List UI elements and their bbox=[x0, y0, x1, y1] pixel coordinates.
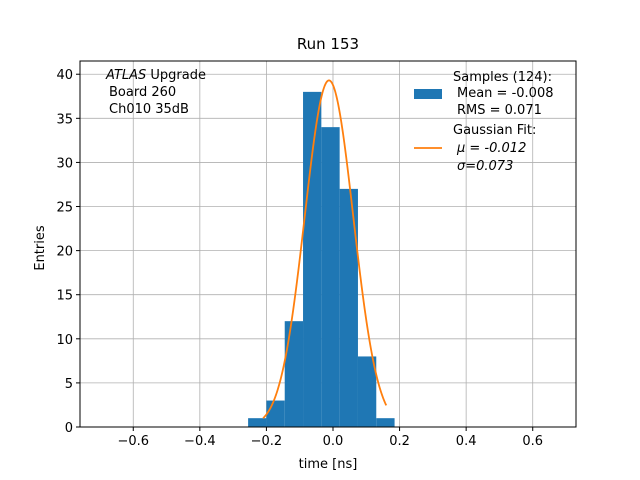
y-axis-label: Entries bbox=[33, 225, 48, 271]
histogram-bar-1 bbox=[266, 400, 285, 427]
x-tick-label-2: −0.2 bbox=[251, 434, 283, 449]
annotation: ATLAS Upgrade Board 260 Ch010 35dB bbox=[105, 68, 206, 117]
annotation-line-3: Ch010 35dB bbox=[109, 102, 189, 117]
y-tick-label-8: 40 bbox=[56, 68, 73, 83]
legend-fit-label: Gaussian Fit: bbox=[453, 123, 536, 138]
legend-samples-rms: RMS = 0.071 bbox=[457, 103, 542, 118]
gaussian-fit bbox=[262, 79, 388, 419]
y-tick-label-5: 25 bbox=[56, 201, 73, 216]
y-tick-label-3: 15 bbox=[56, 289, 73, 304]
legend-patch-samples bbox=[414, 89, 442, 99]
legend-fit-sigma: σ=0.073 bbox=[457, 159, 513, 174]
histogram-bar-4 bbox=[321, 127, 340, 427]
annotation-upgrade: Upgrade bbox=[146, 68, 206, 83]
y-tick-label-4: 20 bbox=[56, 245, 73, 260]
y-tick-label-1: 5 bbox=[65, 377, 73, 392]
legend-fit-sigma-text: σ=0.073 bbox=[457, 159, 513, 174]
axis-ticks: −0.6 −0.4 −0.2 0.0 0.2 0.4 0.6 0 5 10 15 20 25 30 35 40 bbox=[56, 68, 543, 449]
histogram-bar-6 bbox=[357, 356, 377, 427]
y-tick-label-0: 0 bbox=[65, 421, 73, 436]
plot-frame bbox=[79, 60, 577, 428]
x-tick-label-1: −0.4 bbox=[184, 434, 216, 449]
annotation-atlas: ATLAS bbox=[105, 68, 146, 83]
annotation-line-2: Board 260 bbox=[109, 85, 176, 100]
legend-samples-label: Samples (124): bbox=[453, 70, 552, 85]
x-axis-label: time [ns] bbox=[299, 457, 358, 472]
x-tick-label-3: 0.0 bbox=[323, 434, 344, 449]
histogram-bar-2 bbox=[284, 321, 304, 427]
legend-fit-mu: μ = -0.012 bbox=[456, 141, 526, 156]
y-tick-label-6: 30 bbox=[56, 156, 73, 171]
legend-fit-mu-text: μ = -0.012 bbox=[456, 141, 526, 156]
y-tick-label-7: 35 bbox=[56, 112, 73, 127]
x-tick-label-4: 0.2 bbox=[389, 434, 410, 449]
x-tick-label-6: 0.6 bbox=[522, 434, 543, 449]
x-tick-label-5: 0.4 bbox=[456, 434, 477, 449]
legend-samples-mean: Mean = -0.008 bbox=[457, 86, 553, 101]
histogram-bars bbox=[248, 91, 395, 428]
x-tick-label-0: −0.6 bbox=[117, 434, 149, 449]
histogram-bar-0 bbox=[248, 418, 267, 427]
annotation-line-1: ATLAS Upgrade bbox=[105, 68, 206, 83]
gaussian-fit-curve bbox=[262, 79, 388, 419]
chart-title: Run 153 bbox=[297, 35, 359, 53]
histogram-bar-7 bbox=[376, 418, 395, 427]
legend: Samples (124): Mean = -0.008 RMS = 0.071… bbox=[414, 70, 553, 174]
histogram-bar-5 bbox=[339, 188, 358, 427]
histogram-bar-3 bbox=[303, 91, 322, 428]
y-tick-label-2: 10 bbox=[56, 333, 73, 348]
